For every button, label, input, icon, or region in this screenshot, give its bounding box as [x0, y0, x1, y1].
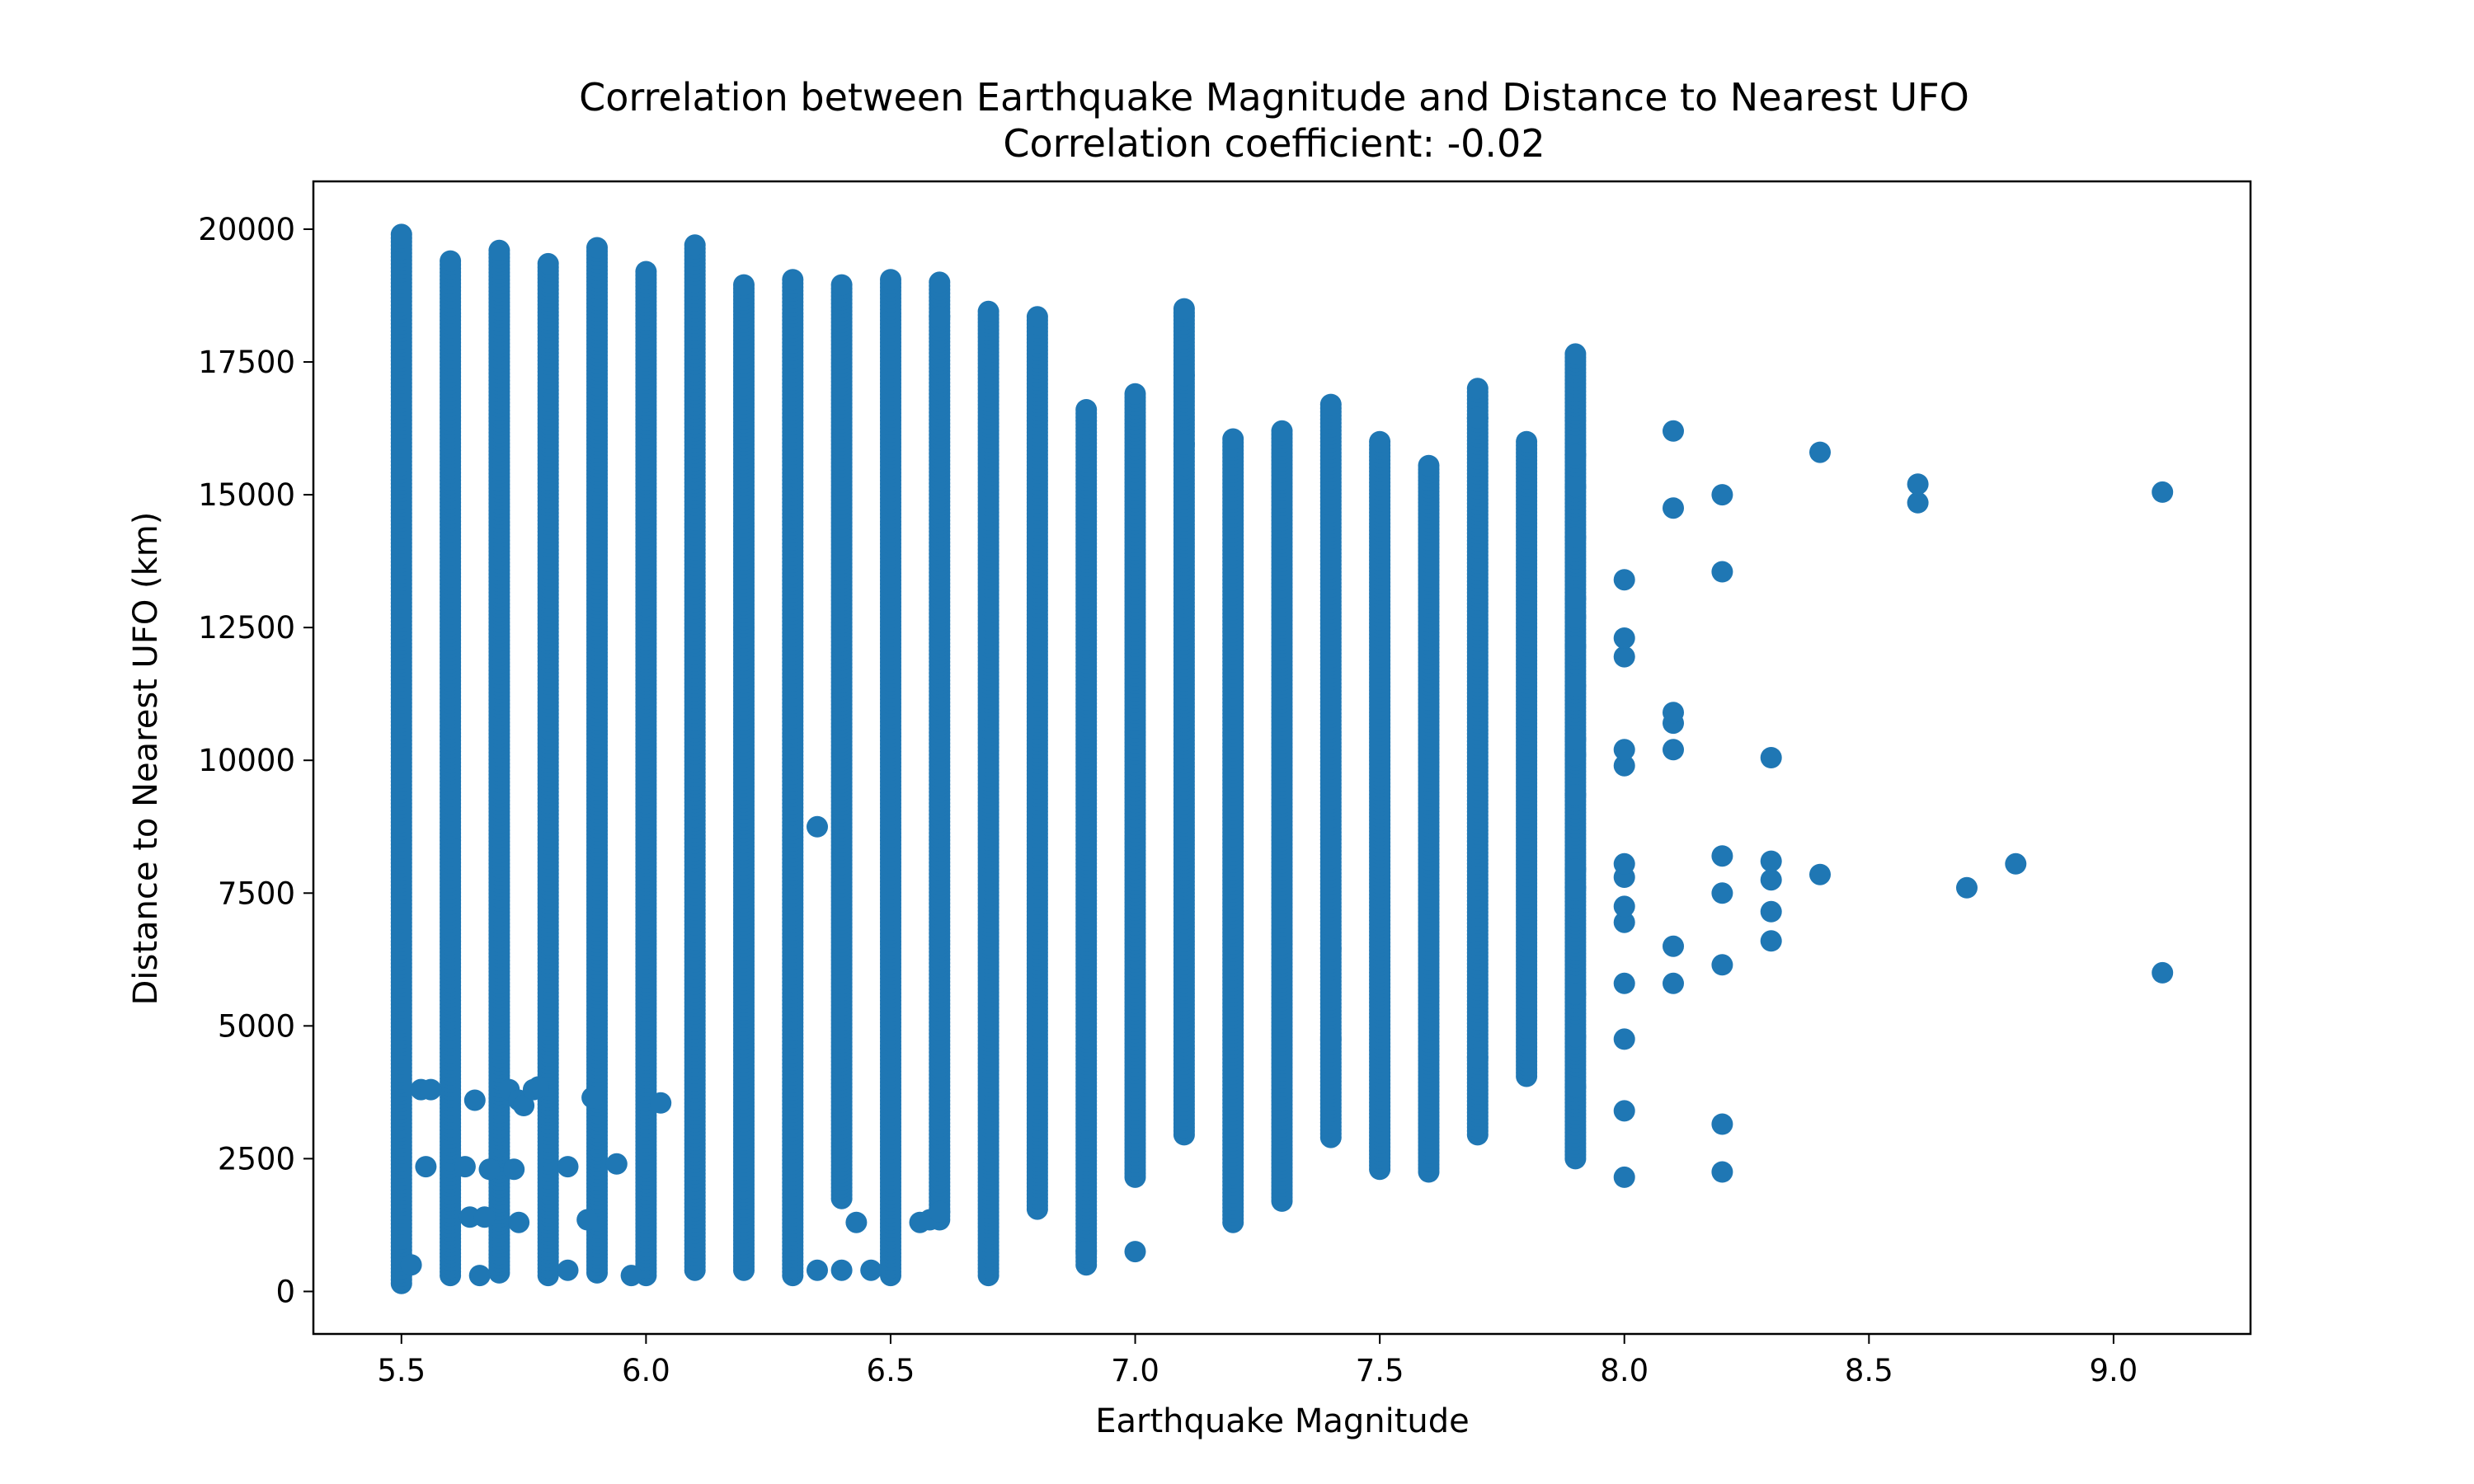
data-point — [440, 250, 462, 272]
data-point — [1075, 399, 1098, 420]
data-point — [635, 261, 657, 283]
data-point — [1124, 383, 1146, 405]
data-point — [1222, 428, 1244, 450]
chart-subtitle: Correlation coefficient: -0.02 — [1003, 121, 1545, 166]
data-point — [929, 271, 951, 294]
data-point — [733, 274, 755, 296]
chart-title: Correlation between Earthquake Magnitude… — [579, 75, 1969, 120]
data-point — [684, 234, 706, 256]
data-point — [977, 300, 999, 322]
data-point — [782, 269, 804, 291]
data-point — [880, 269, 901, 291]
data-points — [390, 223, 2174, 1294]
data-point — [586, 237, 608, 259]
data-point — [488, 239, 510, 261]
data-point — [1173, 298, 1195, 320]
data-point — [537, 252, 559, 275]
data-point — [830, 274, 853, 296]
data-point — [1271, 420, 1293, 442]
data-point — [390, 223, 412, 246]
data-point — [1026, 306, 1048, 328]
